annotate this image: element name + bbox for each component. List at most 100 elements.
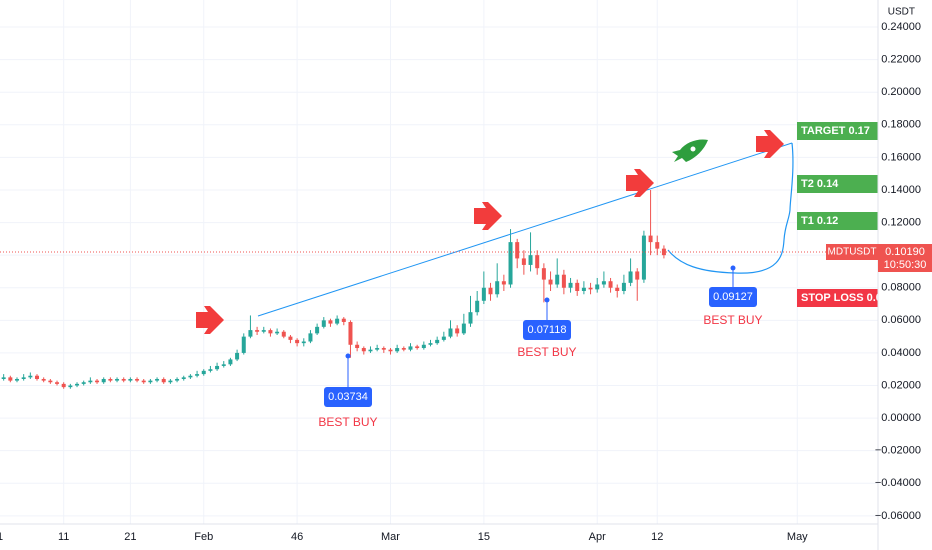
y-tick-label: 0.20000	[881, 86, 921, 98]
candle-body	[621, 282, 626, 292]
candle-body	[148, 380, 153, 383]
y-tick-label: 0.08000	[881, 282, 921, 294]
candle-body	[335, 318, 340, 324]
callout-box	[523, 320, 571, 340]
candle-body	[175, 378, 180, 381]
candle-body	[135, 378, 140, 381]
arrow	[474, 202, 502, 230]
target-label: TARGET 0.17	[801, 125, 870, 137]
candle-body	[48, 380, 53, 383]
candle-body	[601, 281, 606, 285]
candle-body	[575, 282, 580, 292]
countdown-label: 10:50:30	[884, 259, 927, 271]
candle-body	[361, 348, 366, 352]
candle-body	[195, 374, 200, 376]
candle-body	[201, 370, 206, 375]
candle-body	[75, 383, 80, 386]
x-tick-label: May	[787, 531, 808, 543]
candle-body	[588, 287, 593, 290]
candle-body	[541, 268, 546, 280]
x-tick-label: 21	[0, 531, 3, 543]
candle-body	[368, 349, 373, 352]
y-tick-label: 0.12000	[881, 216, 921, 228]
candle-body	[481, 287, 486, 301]
last-price-label: 0.10190	[885, 246, 925, 258]
arrow	[756, 130, 784, 158]
candle-body	[141, 380, 146, 383]
target-tag	[797, 289, 878, 307]
candle-body	[221, 364, 226, 366]
arrow	[626, 169, 654, 197]
x-tick-label: 46	[291, 531, 303, 543]
y-tick-label: 0.18000	[881, 119, 921, 131]
candle-body	[521, 258, 526, 265]
candle-body	[655, 242, 660, 249]
candle-body	[548, 279, 553, 285]
candle-body	[415, 346, 420, 349]
target-label: T2 0.14	[801, 178, 839, 190]
candle-body	[395, 348, 400, 352]
candle-body	[508, 242, 513, 285]
candle-body	[115, 378, 120, 381]
candle-body	[308, 333, 313, 342]
grid	[0, 0, 878, 524]
x-tick-label: 15	[478, 531, 490, 543]
callout-value: 0.07118	[528, 324, 567, 336]
candle-body	[215, 365, 220, 370]
candle-body	[375, 348, 380, 350]
y-tick-label: 0.00000	[881, 412, 921, 424]
candle-body	[248, 330, 253, 337]
annotations: TARGET 0.17 T2 0.14 T1 0.12 STOP LOSS 0.07 0…	[0, 122, 878, 429]
candle-body	[401, 348, 406, 350]
y-tick-label: 0.16000	[881, 151, 921, 163]
candle-body	[181, 377, 186, 379]
projection-curve	[667, 142, 794, 274]
callout-box	[324, 387, 372, 407]
y-tick-label: 0.22000	[881, 54, 921, 66]
candle-body	[301, 341, 306, 344]
candle-body	[328, 320, 333, 324]
candle-body	[241, 336, 246, 353]
callout-box	[709, 287, 757, 307]
axes: 0.24000 0.22000 0.20000 0.18000 0.16000 0.140…	[0, 7, 921, 543]
callout-dot	[730, 265, 736, 271]
candle-body	[188, 375, 193, 378]
candle-body	[648, 235, 653, 243]
candle-body	[448, 328, 453, 337]
callout-value: 0.03734	[328, 391, 368, 403]
candle-body	[28, 375, 33, 378]
target-tag	[797, 122, 878, 140]
candle-body	[608, 281, 613, 288]
candle-body	[615, 287, 620, 292]
candle-body	[568, 282, 573, 288]
x-tick-label: 21	[124, 531, 136, 543]
candle-body	[228, 359, 233, 365]
candle-body	[421, 344, 426, 349]
candle-body	[108, 378, 113, 381]
candle-body	[21, 377, 26, 379]
candle-body	[515, 242, 520, 259]
candle-body	[535, 255, 540, 269]
target-tag	[797, 212, 878, 230]
candle-body	[488, 287, 493, 295]
candle-body	[581, 287, 586, 292]
candle-body	[15, 378, 20, 381]
callout-dot	[544, 297, 550, 303]
candle-body	[435, 339, 440, 344]
candle-body	[121, 378, 126, 381]
y-tick-label: 0.04000	[881, 347, 921, 359]
candle-body	[468, 312, 473, 324]
candle-body	[208, 369, 213, 371]
candle-body	[61, 383, 66, 388]
y-tick-label: 0.14000	[881, 184, 921, 196]
candle-body	[348, 321, 353, 345]
callout-note: BEST BUY	[517, 345, 576, 359]
rocket-icon	[672, 139, 708, 162]
symbol-tag	[826, 244, 878, 260]
x-tick-label: 11	[58, 531, 69, 543]
target-label: T1 0.12	[801, 215, 838, 227]
candle-body	[168, 380, 173, 383]
plot-area	[1, 189, 666, 389]
x-tick-label: Mar	[381, 531, 400, 543]
